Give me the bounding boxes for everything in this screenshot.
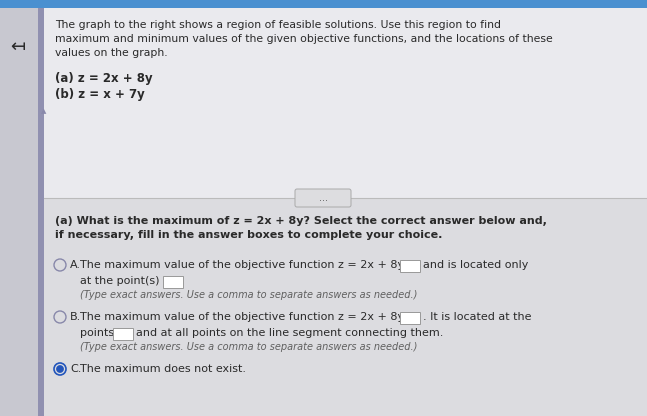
Text: (b) z = x + 7y: (b) z = x + 7y bbox=[55, 88, 145, 101]
Bar bbox=[163, 276, 183, 288]
Text: A.: A. bbox=[70, 260, 81, 270]
Bar bbox=[38, 8, 44, 416]
Text: (a) What is the maximum of z = 2x + 8y? Select the correct answer below and,: (a) What is the maximum of z = 2x + 8y? … bbox=[55, 216, 547, 226]
Bar bbox=[44, 8, 647, 198]
Bar bbox=[0, 8, 38, 416]
Text: B.: B. bbox=[70, 312, 82, 322]
Text: (Type exact answers. Use a comma to separate answers as needed.): (Type exact answers. Use a comma to sepa… bbox=[80, 290, 417, 300]
Text: ▲: ▲ bbox=[41, 108, 47, 114]
Text: ...: ... bbox=[318, 193, 327, 203]
Text: The maximum value of the objective function z = 2x + 8y is: The maximum value of the objective funct… bbox=[80, 312, 417, 322]
Text: . It is located at the: . It is located at the bbox=[423, 312, 531, 322]
Text: The maximum value of the objective function z = 2x + 8y is: The maximum value of the objective funct… bbox=[80, 260, 417, 270]
Bar bbox=[0, 0, 647, 8]
Text: and is located only: and is located only bbox=[423, 260, 529, 270]
Text: points: points bbox=[80, 328, 114, 338]
Text: maximum and minimum values of the given objective functions, and the locations o: maximum and minimum values of the given … bbox=[55, 34, 553, 44]
Bar bbox=[400, 260, 420, 272]
Bar bbox=[400, 312, 420, 324]
Text: (a) z = 2x + 8y: (a) z = 2x + 8y bbox=[55, 72, 153, 85]
Text: ↤: ↤ bbox=[10, 38, 25, 56]
Text: at the point(s): at the point(s) bbox=[80, 276, 160, 286]
Text: and at all points on the line segment connecting them.: and at all points on the line segment co… bbox=[136, 328, 443, 338]
Text: values on the graph.: values on the graph. bbox=[55, 48, 168, 58]
FancyBboxPatch shape bbox=[295, 189, 351, 207]
Text: (Type exact answers. Use a comma to separate answers as needed.): (Type exact answers. Use a comma to sepa… bbox=[80, 342, 417, 352]
Bar bbox=[44, 198, 647, 416]
Text: The graph to the right shows a region of feasible solutions. Use this region to : The graph to the right shows a region of… bbox=[55, 20, 501, 30]
Text: if necessary, fill in the answer boxes to complete your choice.: if necessary, fill in the answer boxes t… bbox=[55, 230, 443, 240]
Text: C.: C. bbox=[70, 364, 82, 374]
Text: The maximum does not exist.: The maximum does not exist. bbox=[80, 364, 246, 374]
Circle shape bbox=[56, 366, 63, 372]
Bar bbox=[113, 328, 133, 340]
